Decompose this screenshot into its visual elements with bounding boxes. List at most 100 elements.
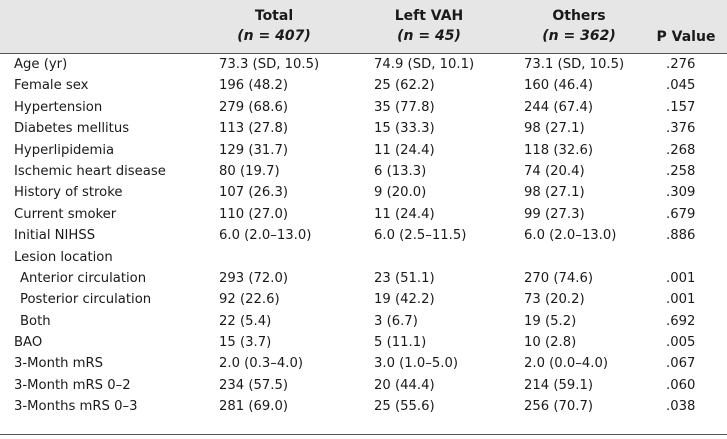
cell-p-value: .309 [666,185,696,201]
cell-others: 10 (2.8) [524,335,577,351]
table-row: 3-Month mRS 0–2 234 (57.5) 20 (44.4) 214 (5… [0,375,727,396]
cell-p-value: .157 [666,99,696,115]
table-row: 3-Month mRS 2.0 (0.3–4.0) 3.0 (1.0–5.0) 2.0… [0,353,727,374]
table-body: Age (yr) 73.3 (SD, 10.5) 74.9 (SD, 10.1) 73… [0,54,727,418]
cell-p-value: .376 [666,121,696,137]
table-row: Age (yr) 73.3 (SD, 10.5) 74.9 (SD, 10.1) 73… [0,54,727,75]
row-label: Initial NIHSS [14,228,96,244]
cell-total: 107 (26.3) [219,185,289,201]
table-row: Diabetes mellitus 113 (27.8) 15 (33.3) 98 (… [0,118,727,139]
cell-left-vah: 35 (77.8) [374,99,435,115]
table-row: BAO 15 (3.7) 5 (11.1) 10 (2.8) .005 [0,332,727,353]
row-label: 3-Month mRS 0–2 [14,377,131,393]
cell-p-value: .679 [666,206,696,222]
col-left-vah-header: Left VAH (n = 45) [374,6,484,46]
cell-others: 6.0 (2.0–13.0) [524,228,617,244]
cell-total: 196 (48.2) [219,78,289,94]
table-header: Total (n = 407) Left VAH (n = 45) Others… [0,0,727,54]
row-label: Hyperlipidemia [14,142,115,158]
row-label: BAO [14,335,43,351]
cell-p-value: .276 [666,57,696,72]
cell-total: 80 (19.7) [219,163,280,179]
col-p-value-header: P Value [656,29,716,45]
cell-left-vah: 23 (51.1) [374,270,435,286]
cell-total: 92 (22.6) [219,292,280,308]
cell-total: 281 (69.0) [219,399,289,415]
row-label: Posterior circulation [20,292,152,308]
table-row: Posterior circulation 92 (22.6) 19 (42.2) 7… [0,289,727,310]
row-label: History of stroke [14,185,123,201]
row-label: Anterior circulation [20,270,147,286]
table-row: History of stroke 107 (26.3) 9 (20.0) 98 (2… [0,182,727,203]
table-row: Anterior circulation 293 (72.0) 23 (51.1) 2… [0,268,727,289]
cell-left-vah: 20 (44.4) [374,377,435,393]
table-row: Hypertension 279 (68.6) 35 (77.8) 244 (67.4… [0,97,727,118]
cell-others: 73 (20.2) [524,292,585,308]
cell-others: 244 (67.4) [524,99,594,115]
table-row: Initial NIHSS 6.0 (2.0–13.0) 6.0 (2.5–11.5… [0,225,727,246]
bottom-rule [0,434,727,435]
col-total-header: Total (n = 407) [219,6,329,46]
cell-others: 256 (70.7) [524,399,594,415]
cell-left-vah: 3 (6.7) [374,313,418,329]
cell-total: 129 (31.7) [219,142,289,158]
cell-others: 118 (32.6) [524,142,594,158]
cell-left-vah: 5 (11.1) [374,335,427,351]
cell-p-value: .005 [666,335,696,351]
row-label: Ischemic heart disease [14,163,166,179]
cell-others: 98 (27.1) [524,121,585,137]
cell-left-vah: 74.9 (SD, 10.1) [374,57,475,72]
cell-p-value: .045 [666,78,696,94]
cell-left-vah: 25 (55.6) [374,399,435,415]
col-others-header: Others (n = 362) [524,6,634,46]
col-total-n: (n = 407) [237,28,311,44]
cell-others: 19 (5.2) [524,313,577,329]
table-row: Hyperlipidemia 129 (31.7) 11 (24.4) 118 (32… [0,140,727,161]
cell-total: 6.0 (2.0–13.0) [219,228,312,244]
cell-others: 73.1 (SD, 10.5) [524,57,625,72]
col-others-title: Others [552,8,606,24]
cell-left-vah: 11 (24.4) [374,142,435,158]
row-label: Lesion location [14,249,113,265]
cell-total: 2.0 (0.3–4.0) [219,356,303,372]
row-label: 3-Months mRS 0–3 [14,399,138,415]
cell-left-vah: 11 (24.4) [374,206,435,222]
cell-total: 110 (27.0) [219,206,289,222]
cell-left-vah: 19 (42.2) [374,292,435,308]
col-total-title: Total [254,8,294,24]
cell-others: 98 (27.1) [524,185,585,201]
cell-p-value: .067 [666,356,696,372]
cell-p-value: .692 [666,313,696,329]
cell-p-value: .886 [666,228,696,244]
col-left-vah-n: (n = 45) [397,28,461,44]
cell-left-vah: 6 (13.3) [374,163,427,179]
row-label: Both [20,313,51,329]
col-left-vah-title: Left VAH [394,8,464,24]
row-label: Female sex [14,78,89,94]
cell-left-vah: 25 (62.2) [374,78,435,94]
cell-left-vah: 9 (20.0) [374,185,427,201]
cell-p-value: .001 [666,270,696,286]
row-label: Hypertension [14,99,103,115]
cell-left-vah: 6.0 (2.5–11.5) [374,228,467,244]
row-label: Current smoker [14,206,117,222]
cell-total: 15 (3.7) [219,335,272,351]
row-label: Age (yr) [14,57,68,72]
table-row: Lesion location [0,247,727,268]
row-label: 3-Month mRS [14,356,104,372]
table-row: Female sex 196 (48.2) 25 (62.2) 160 (46.4).… [0,75,727,96]
cell-p-value: .268 [666,142,696,158]
cell-p-value: .038 [666,399,696,415]
cell-others: 2.0 (0.0–4.0) [524,356,608,372]
table-row: Ischemic heart disease 80 (19.7) 6 (13.3) 7… [0,161,727,182]
table-row: 3-Months mRS 0–3 281 (69.0) 25 (55.6) 256 (… [0,396,727,417]
cell-total: 234 (57.5) [219,377,289,393]
cell-others: 99 (27.3) [524,206,585,222]
cell-others: 270 (74.6) [524,270,594,286]
cell-others: 214 (59.1) [524,377,594,393]
table-row: Both 22 (5.4) 3 (6.7) 19 (5.2) .692 [0,311,727,332]
cell-others: 74 (20.4) [524,163,585,179]
cell-left-vah: 3.0 (1.0–5.0) [374,356,458,372]
cell-p-value: .001 [666,292,696,308]
